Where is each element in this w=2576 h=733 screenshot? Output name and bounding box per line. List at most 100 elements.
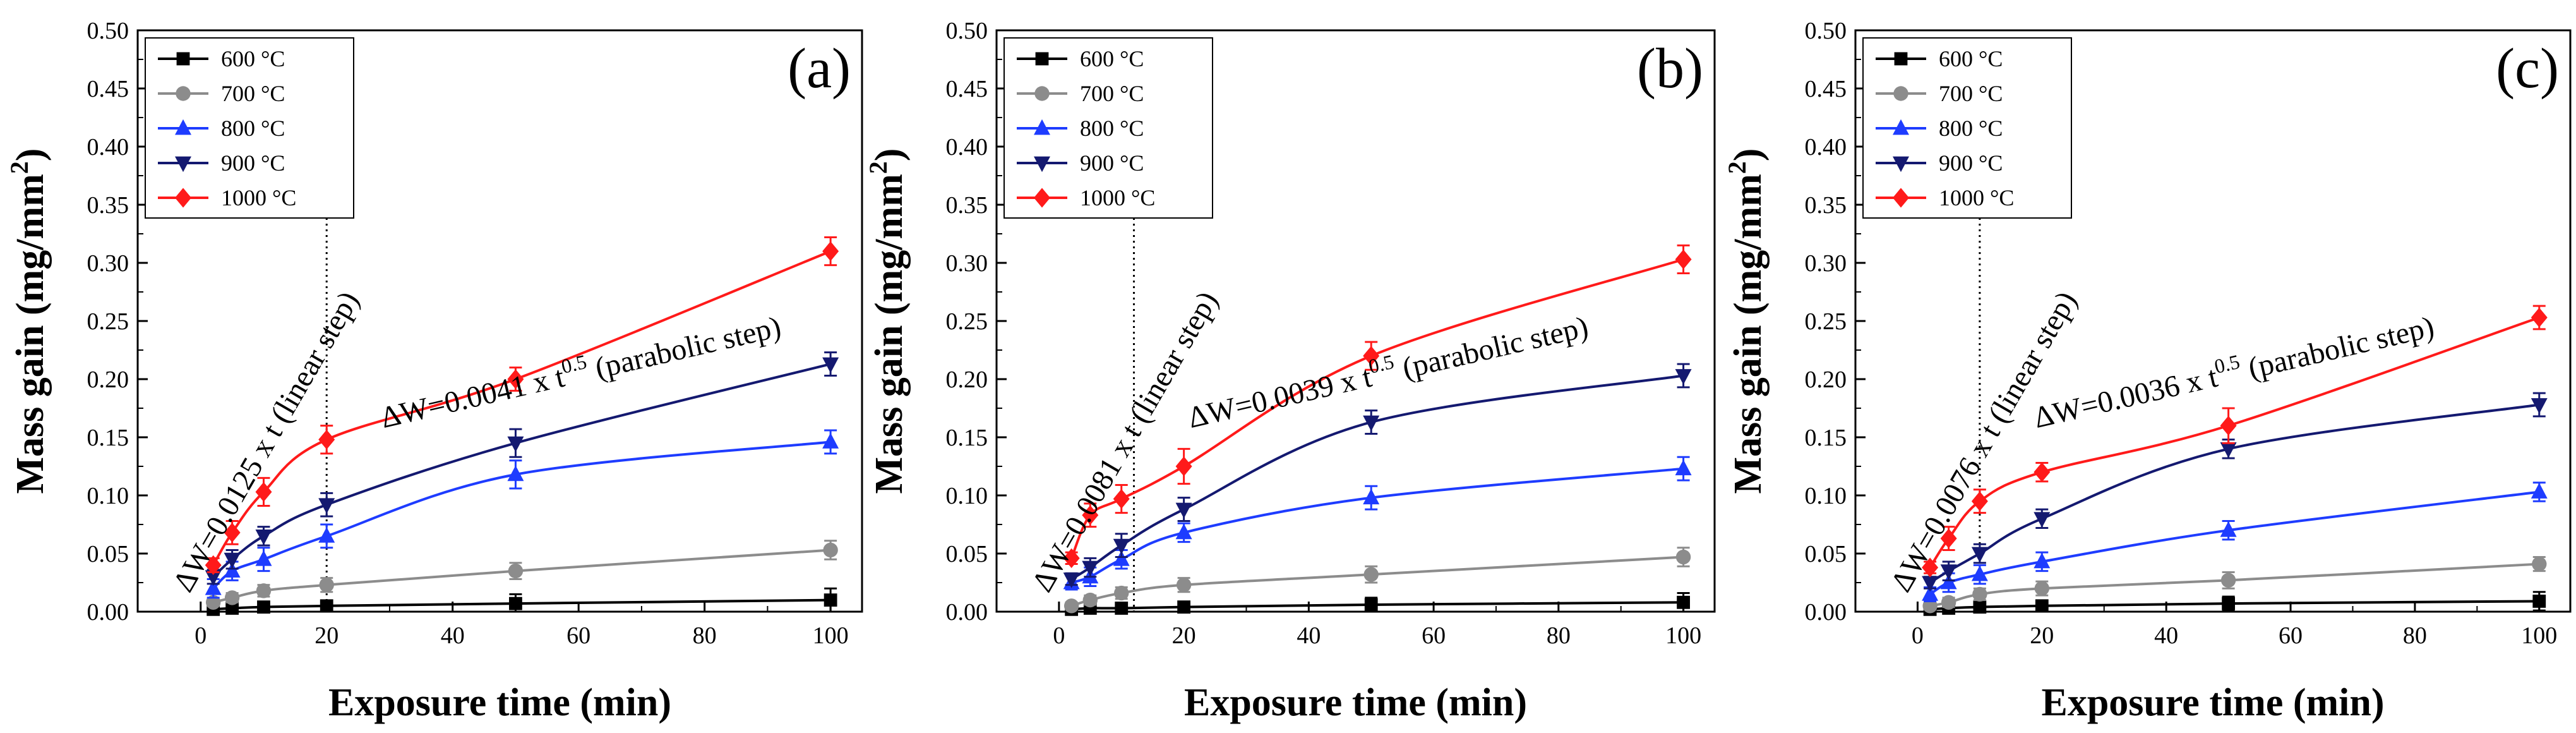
series-line	[1071, 467, 1684, 584]
parabolic-formula-suffix: (parabolic step)	[585, 310, 784, 387]
legend-marker	[176, 86, 191, 101]
series-1	[1922, 556, 2547, 614]
data-point	[1677, 595, 1690, 609]
legend-label: 700 °C	[221, 81, 285, 106]
y-axis-label-main: Mass gain (mg/mm	[868, 174, 911, 494]
data-point	[2034, 581, 2050, 596]
data-point	[822, 357, 839, 373]
data-point	[509, 597, 522, 610]
legend-label: 800 °C	[221, 116, 285, 141]
parabolic-step-annotation: ΔW=0.0036 x t0.5 (parabolic step)	[2030, 306, 2437, 435]
y-axis-label-main: Mass gain (mg/mm	[9, 174, 52, 494]
series-4	[205, 236, 839, 575]
data-point	[205, 555, 222, 575]
data-point	[1082, 592, 1098, 608]
data-point	[1363, 415, 1380, 432]
y-tick-label: 0.00	[1805, 599, 1847, 626]
y-tick-label: 0.00	[87, 599, 129, 626]
y-tick-label: 0.10	[1805, 483, 1847, 509]
data-point	[2532, 556, 2547, 572]
y-tick-label: 0.30	[1805, 250, 1847, 277]
data-point	[318, 498, 335, 514]
panel-label: (a)	[788, 37, 851, 100]
data-point	[508, 563, 524, 579]
legend-marker	[1034, 156, 1050, 173]
data-point	[225, 602, 239, 615]
data-point	[2532, 595, 2546, 608]
data-point	[1082, 505, 1099, 525]
data-point	[205, 595, 221, 610]
y-axis-label-sup: 2	[5, 161, 33, 174]
data-point	[224, 562, 241, 578]
y-tick-label: 0.10	[87, 483, 129, 509]
legend: 600 °C 700 °C 800 °C 900 °C 1000 °C	[1003, 37, 1213, 219]
data-point	[1922, 585, 1939, 601]
data-point	[1971, 565, 1988, 581]
data-point	[205, 570, 222, 586]
x-tick-label: 40	[2154, 622, 2178, 649]
parabolic-formula-prefix: ΔW=0.0041 x t	[378, 360, 568, 435]
data-point	[320, 599, 333, 613]
parabolic-formula-suffix: (parabolic step)	[2238, 310, 2437, 387]
panel-label: (c)	[2496, 37, 2559, 100]
series-3	[1922, 392, 2548, 592]
x-tick-label: 40	[1297, 622, 1321, 649]
y-tick-label: 0.35	[1805, 192, 1847, 219]
y-tick-label: 0.20	[87, 366, 129, 393]
data-point	[2531, 307, 2548, 328]
y-tick-label: 0.45	[1805, 76, 1847, 102]
y-axis-label-close: )	[9, 148, 52, 162]
legend-label: 900 °C	[1939, 150, 2003, 176]
data-point	[1175, 456, 1192, 476]
legend-label: 600 °C	[221, 46, 285, 71]
legend-label: 900 °C	[1080, 150, 1144, 176]
y-axis-label: Mass gain (mg/mm2)	[1723, 148, 1770, 494]
y-tick-label: 0.35	[87, 192, 129, 219]
legend-label: 800 °C	[1080, 116, 1144, 141]
y-tick-label: 0.10	[946, 483, 988, 509]
y-tick-label: 0.35	[946, 192, 988, 219]
data-point	[318, 430, 335, 450]
y-axis-label-close: )	[1727, 148, 1770, 162]
y-tick-label: 0.25	[1805, 308, 1847, 335]
y-tick-label: 0.30	[87, 250, 129, 277]
data-point	[1363, 488, 1380, 505]
x-tick-label: 100	[813, 622, 849, 649]
y-tick-label: 0.30	[946, 250, 988, 277]
data-point	[1113, 488, 1130, 509]
parabolic-formula-prefix: ΔW=0.0036 x t	[2030, 360, 2221, 435]
data-point	[1675, 459, 1692, 476]
series-line	[212, 440, 831, 590]
data-point	[822, 241, 839, 262]
legend-marker	[1893, 119, 1909, 135]
legend-label: 1000 °C	[1080, 185, 1155, 210]
data-point	[507, 369, 524, 389]
series-4	[1063, 244, 1692, 568]
data-point	[2220, 572, 2236, 588]
y-tick-label: 0.40	[87, 134, 129, 161]
x-tick-label: 60	[1422, 622, 1446, 649]
parabolic-step-annotation: ΔW=0.0041 x t0.5 (parabolic step)	[376, 306, 784, 435]
x-tick-label: 20	[315, 622, 338, 649]
x-tick-label: 60	[566, 622, 590, 649]
data-point	[1675, 369, 1692, 385]
legend-label: 900 °C	[221, 150, 285, 176]
x-tick-label: 20	[2030, 622, 2054, 649]
series-1	[1063, 547, 1691, 614]
data-point	[1363, 346, 1380, 366]
legend-marker	[1034, 188, 1050, 208]
y-tick-label: 0.05	[946, 541, 988, 567]
data-point	[224, 590, 240, 605]
y-axis-label-sup: 2	[1723, 161, 1751, 174]
y-tick-label: 0.00	[946, 599, 988, 626]
x-tick-label: 40	[441, 622, 465, 649]
legend-label: 800 °C	[1939, 116, 2003, 141]
data-point	[1113, 538, 1130, 555]
legend-marker	[175, 119, 191, 135]
data-point	[823, 542, 838, 558]
data-point	[507, 436, 524, 452]
linear-step-annotation: ΔW=0.0125 x t (linear step)	[167, 286, 366, 597]
data-point	[1063, 548, 1080, 568]
data-point	[256, 583, 272, 598]
